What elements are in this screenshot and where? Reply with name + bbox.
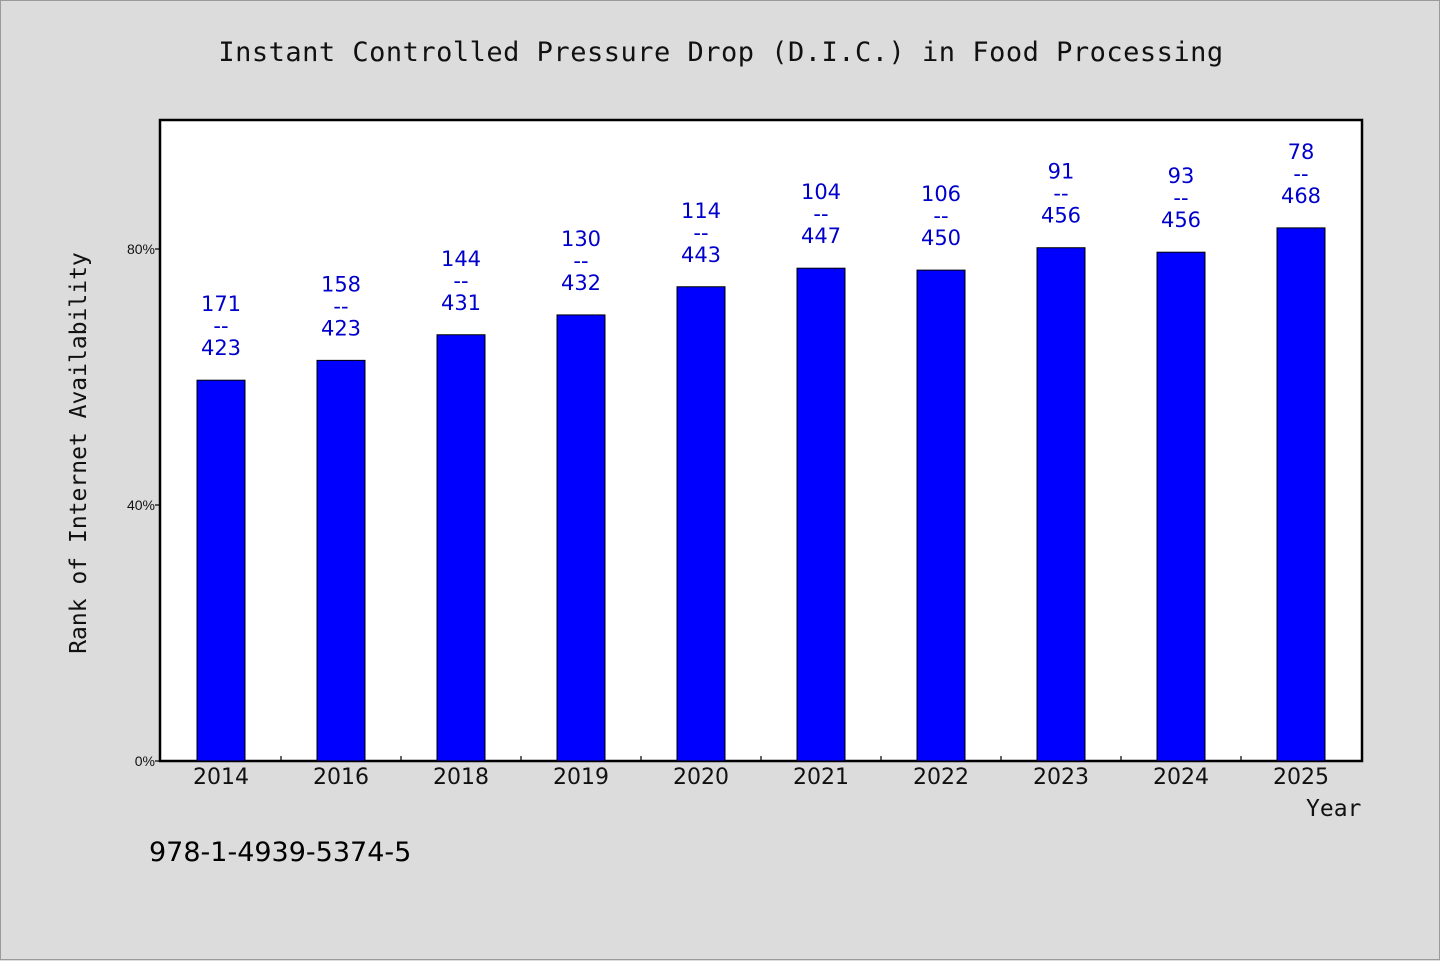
isbn-footnote: 978-1-4939-5374-5 <box>149 837 412 868</box>
x-tick-label: 2023 <box>1033 765 1089 790</box>
bar-2019 <box>556 314 606 762</box>
y-tick-label: 0% <box>135 753 155 769</box>
data-label-2021: -- <box>813 202 828 226</box>
x-tick-label: 2021 <box>793 765 849 790</box>
x-tick-label: 2016 <box>313 765 369 790</box>
bar-2025 <box>1276 227 1326 762</box>
chart-title: Instant Controlled Pressure Drop (D.I.C.… <box>218 37 1224 68</box>
x-tick-label: 2018 <box>433 765 489 790</box>
data-label-2018: -- <box>453 269 468 293</box>
bar-series <box>196 227 1326 762</box>
data-label-2019: -- <box>573 249 588 273</box>
bar-2020 <box>676 286 726 762</box>
data-label-2016: -- <box>333 294 348 318</box>
x-tick-label: 2022 <box>913 765 969 790</box>
data-label-2023: -- <box>1053 182 1068 206</box>
data-label-2018: 431 <box>441 291 481 315</box>
axis-ticks: 0% 40% 80% <box>127 241 1242 769</box>
data-label-2024: 93 <box>1168 164 1195 188</box>
x-tick-label: 2024 <box>1153 765 1209 790</box>
data-label-2020: 114 <box>681 199 721 223</box>
data-labels: 2014171--4232016158--4232018144--4312019… <box>193 140 1329 790</box>
bar-2021 <box>796 267 846 762</box>
bar-2016 <box>316 359 366 762</box>
bar-2022 <box>916 269 966 762</box>
data-label-2016: 158 <box>321 272 361 296</box>
data-label-2018: 144 <box>441 247 481 271</box>
x-tick-label: 2025 <box>1273 765 1329 790</box>
data-label-2023: 91 <box>1048 160 1075 184</box>
x-tick-label: 2019 <box>553 765 609 790</box>
y-tick-label: 40% <box>127 497 155 513</box>
data-label-2014: 423 <box>201 336 241 360</box>
data-label-2024: -- <box>1173 186 1188 210</box>
data-label-2022: 106 <box>921 182 961 206</box>
data-label-2024: 456 <box>1161 208 1201 232</box>
data-label-2025: 468 <box>1281 184 1321 208</box>
data-label-2021: 447 <box>801 224 841 248</box>
data-label-2022: 450 <box>921 226 961 250</box>
data-label-2016: 423 <box>321 316 361 340</box>
bar-2023 <box>1036 247 1086 762</box>
bar-2014 <box>196 379 246 762</box>
data-label-2019: 130 <box>561 227 601 251</box>
data-label-2022: -- <box>933 204 948 228</box>
bar-2018 <box>436 334 486 762</box>
data-label-2020: -- <box>693 221 708 245</box>
x-tick-label: 2020 <box>673 765 729 790</box>
data-label-2014: 171 <box>201 292 241 316</box>
data-label-2023: 456 <box>1041 204 1081 228</box>
data-label-2021: 104 <box>801 180 841 204</box>
x-axis-label: Year <box>1306 796 1362 822</box>
data-label-2025: 78 <box>1288 140 1315 164</box>
x-tick-label: 2014 <box>193 765 249 790</box>
bar-2024 <box>1156 251 1206 762</box>
data-label-2025: -- <box>1293 162 1308 186</box>
data-label-2020: 443 <box>681 243 721 267</box>
y-tick-label: 80% <box>127 241 155 257</box>
data-label-2014: -- <box>213 314 228 338</box>
data-label-2019: 432 <box>561 271 601 295</box>
